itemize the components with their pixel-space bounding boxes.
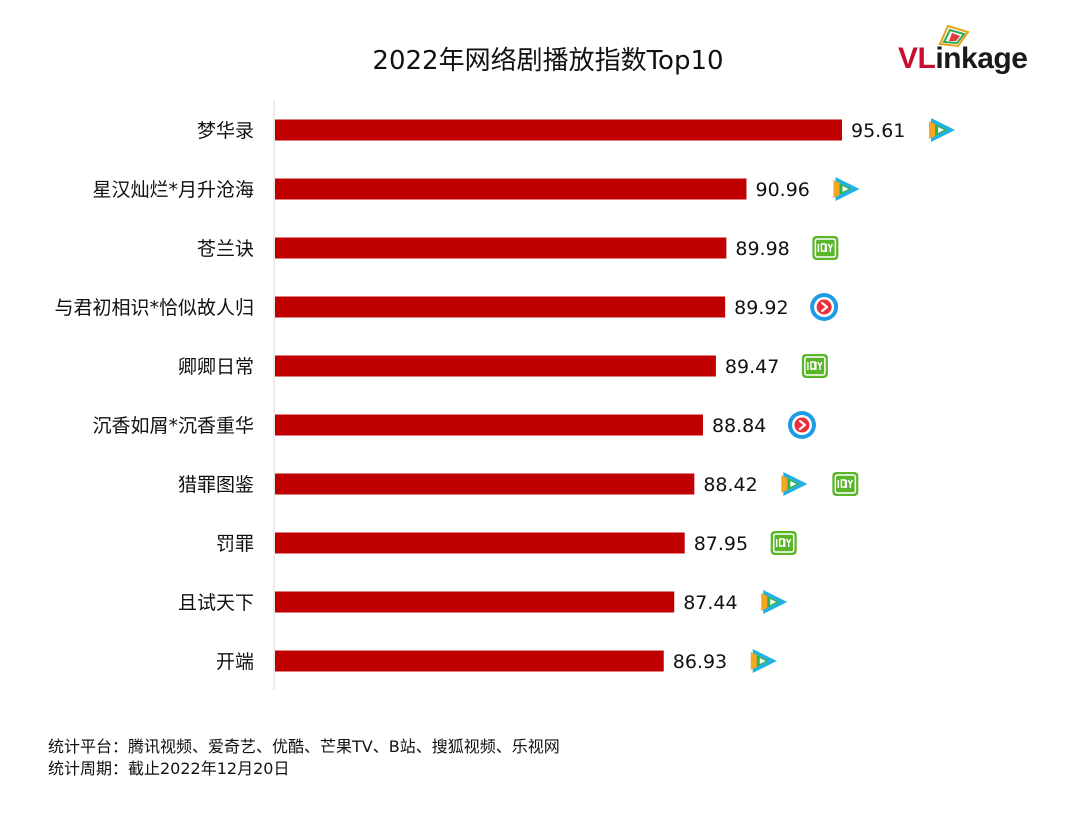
- youku-icon: [810, 293, 839, 321]
- iqiyi-icon: [770, 531, 797, 555]
- tencent-video-icon: [928, 118, 955, 142]
- bar: [275, 237, 727, 259]
- vlinkage-logo: VLinkage: [898, 22, 1048, 80]
- bar: [275, 355, 716, 377]
- youku-icon: [787, 411, 816, 439]
- category-label: 罚罪: [216, 533, 254, 555]
- tencent-video-icon: [750, 649, 777, 673]
- iqiyi-badge-frame: [814, 238, 837, 258]
- bar: [275, 650, 664, 672]
- chart-footer: 统计平台：腾讯视频、爱奇艺、优酷、芒果TV、B站、搜狐视频、乐视网 统计周期：截…: [48, 736, 560, 780]
- value-label: 89.47: [725, 356, 779, 378]
- category-label: 且试天下: [178, 592, 254, 614]
- iqiyi-letters: [817, 243, 834, 252]
- youku-red-disc: [794, 417, 810, 433]
- category-label: 苍兰诀: [197, 238, 254, 260]
- tencent-core-shape: [759, 658, 766, 664]
- bar-chart: 梦华录 95.61 星汉灿烂*月升沧海 90.96 苍兰诀 89.98 与君初相识*恰似故人…: [54, 100, 955, 690]
- category-label: 开端: [216, 651, 254, 673]
- value-label: 89.92: [734, 297, 788, 319]
- vlinkage-logo-mark-icon: [938, 24, 970, 48]
- bar: [275, 119, 842, 141]
- value-label: 95.61: [851, 120, 905, 142]
- iqiyi-icon: [812, 236, 839, 260]
- bar: [275, 473, 695, 495]
- iqiyi-letters: [775, 538, 792, 547]
- bar: [275, 178, 747, 200]
- value-label: 87.95: [694, 533, 748, 555]
- footer-platforms-note: 统计平台：腾讯视频、爱奇艺、优酷、芒果TV、B站、搜狐视频、乐视网: [48, 737, 560, 756]
- vlinkage-logo-text: VLinkage: [898, 42, 1028, 76]
- iqiyi-badge-frame: [804, 356, 826, 376]
- bar: [275, 414, 703, 436]
- category-label: 梦华录: [197, 120, 254, 142]
- value-label: 86.93: [673, 651, 727, 673]
- footer-period-note: 统计周期：截止2022年12月20日: [48, 759, 290, 778]
- bar: [275, 591, 675, 613]
- category-label: 猎罪图鉴: [178, 474, 254, 496]
- chart-title: 2022年网络剧播放指数Top10: [372, 46, 724, 76]
- value-label: 87.44: [683, 592, 737, 614]
- iqiyi-letters: [807, 361, 823, 370]
- bars-layer: 梦华录 95.61 星汉灿烂*月升沧海 90.96 苍兰诀 89.98 与君初相识*恰似故人…: [54, 118, 955, 673]
- tencent-core-shape: [790, 481, 797, 487]
- tencent-video-icon: [761, 590, 788, 614]
- value-label: 88.42: [703, 474, 757, 496]
- tencent-core-shape: [842, 186, 849, 192]
- category-label: 沉香如屑*沉香重华: [92, 415, 254, 437]
- bar: [275, 532, 685, 554]
- youku-arrow: [798, 419, 807, 431]
- youku-red-disc: [816, 299, 832, 315]
- category-label: 卿卿日常: [178, 356, 254, 378]
- iqiyi-letters: [837, 479, 853, 488]
- category-label: 星汉灿烂*月升沧海: [92, 179, 254, 201]
- youku-arrow: [821, 301, 829, 313]
- tencent-core-shape: [770, 599, 777, 605]
- logo-text-rest: inkage: [935, 42, 1028, 75]
- tencent-core-shape: [937, 127, 944, 133]
- value-label: 89.98: [735, 238, 789, 260]
- logo-text-v: VL: [898, 42, 936, 75]
- value-label: 90.96: [756, 179, 810, 201]
- value-label: 88.84: [712, 415, 766, 437]
- iqiyi-icon: [832, 472, 859, 496]
- iqiyi-badge-frame: [834, 474, 857, 494]
- iqiyi-icon: [801, 354, 828, 378]
- tencent-video-icon: [833, 177, 860, 201]
- iqiyi-badge-frame: [772, 533, 795, 553]
- bar: [275, 296, 726, 318]
- tencent-video-icon: [781, 472, 808, 496]
- category-label: 与君初相识*恰似故人归: [54, 297, 254, 319]
